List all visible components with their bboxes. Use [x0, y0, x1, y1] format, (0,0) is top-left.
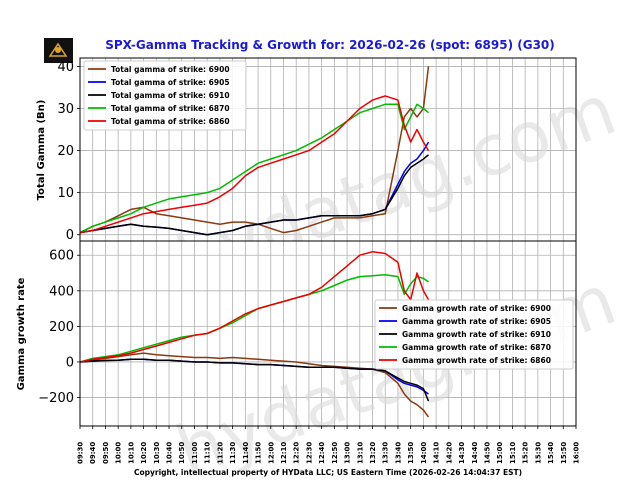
- x-tick-label: 11:40: [242, 442, 250, 464]
- x-tick-label: 12:10: [280, 442, 288, 464]
- y-tick-label: 200: [49, 320, 74, 335]
- x-tick-label: 14:40: [471, 442, 479, 464]
- x-tick-label: 13:50: [407, 442, 415, 464]
- chart-title: SPX-Gamma Tracking & Growth for: 2026-02…: [105, 38, 555, 52]
- x-axis-ticks: 09:30 09:40 09:50 10:00 10:10 10:20 10:30 10:40…: [77, 426, 581, 464]
- y-axis-label-growth-rate: Gamma growth rate: [16, 277, 27, 390]
- x-tick-label: 14:50: [483, 442, 491, 464]
- series-line-0: [79, 352, 430, 418]
- legend-label: Gamma growth rate of strike: 6860: [402, 356, 551, 365]
- x-tick-label: 15:30: [534, 442, 542, 464]
- y-tick-label: 0: [66, 355, 74, 370]
- x-tick-label: 12:50: [331, 442, 339, 464]
- x-tick-label: 10:00: [115, 442, 123, 464]
- x-tick-label: 13:40: [394, 442, 402, 464]
- x-tick-label: 11:50: [255, 442, 263, 464]
- x-tick-label: 16:00: [573, 442, 581, 464]
- x-tick-label: 12:00: [267, 442, 275, 464]
- series-line-2: [79, 154, 429, 236]
- series-line-3: [79, 103, 429, 234]
- legend-label: Total gamma of strike: 6910: [111, 91, 230, 100]
- x-tick-label: 10:40: [166, 442, 174, 464]
- legend-label: Total gamma of strike: 6860: [111, 117, 230, 126]
- x-tick-label: 12:30: [305, 442, 313, 464]
- series-line-4: [79, 250, 430, 363]
- y-tick-label: 20: [57, 144, 74, 159]
- legend-growth-rate: Gamma growth rate of strike: 6900 Gamma g…: [374, 299, 574, 370]
- legend-box: [83, 60, 247, 131]
- series-line-4: [79, 95, 430, 234]
- legend-label: Gamma growth rate of strike: 6905: [402, 317, 551, 326]
- x-tick-label: 10:20: [140, 442, 148, 464]
- x-tick-label: 14:00: [420, 442, 428, 464]
- footer-copyright: Copyright, intellectual property of HYDa…: [134, 468, 522, 477]
- x-tick-label: 09:50: [102, 442, 110, 464]
- x-tick-label: 09:40: [89, 442, 97, 464]
- legend-total-gamma: Total gamma of strike: 6900 Total gamma o…: [83, 60, 247, 131]
- legend-label: Gamma growth rate of strike: 6900: [402, 304, 551, 313]
- x-tick-label: 10:10: [127, 442, 135, 464]
- x-tick-label: 14:20: [445, 442, 453, 464]
- x-tick-label: 13:10: [356, 442, 364, 464]
- legend-label: Total gamma of strike: 6870: [111, 104, 230, 113]
- x-tick-label: 10:50: [178, 442, 186, 464]
- x-tick-label: 15:20: [522, 442, 530, 464]
- legend-label: Gamma growth rate of strike: 6870: [402, 343, 551, 352]
- y-tick-label: 600: [49, 249, 74, 264]
- legend-label: Total gamma of strike: 6905: [111, 78, 230, 87]
- x-tick-label: 13:00: [344, 442, 352, 464]
- y-tick-label: 400: [49, 284, 74, 299]
- hydata-logo: [44, 38, 73, 63]
- x-tick-label: 12:40: [318, 442, 326, 464]
- y-tick-label: 0: [66, 228, 74, 243]
- legend-label: Total gamma of strike: 6900: [111, 65, 230, 74]
- y-tick-label: 10: [57, 186, 74, 201]
- legend-box: [374, 299, 574, 370]
- legend-label: Gamma growth rate of strike: 6910: [402, 330, 551, 339]
- x-tick-label: 13:30: [382, 442, 390, 464]
- x-tick-label: 11:30: [229, 442, 237, 464]
- x-tick-label: 14:10: [433, 442, 441, 464]
- x-tick-label: 14:30: [458, 442, 466, 464]
- x-tick-label: 09:30: [77, 442, 85, 464]
- y-axis-label-total-gamma: Total Gamma (Bn): [36, 100, 47, 201]
- y-tick-label: 30: [57, 102, 74, 117]
- x-tick-label: 15:50: [560, 442, 568, 464]
- x-tick-label: 11:00: [191, 442, 199, 464]
- x-tick-label: 15:40: [547, 442, 555, 464]
- y-tick-label: −200: [38, 391, 74, 406]
- x-tick-label: 11:10: [204, 442, 212, 464]
- x-tick-label: 13:20: [369, 442, 377, 464]
- x-tick-label: 11:20: [216, 442, 224, 464]
- x-tick-label: 15:10: [509, 442, 517, 464]
- x-tick-label: 10:30: [153, 442, 161, 464]
- y-tick-label: 40: [57, 60, 74, 75]
- x-tick-label: 12:20: [293, 442, 301, 464]
- x-tick-label: 15:00: [496, 442, 504, 464]
- series-line-2: [79, 358, 430, 402]
